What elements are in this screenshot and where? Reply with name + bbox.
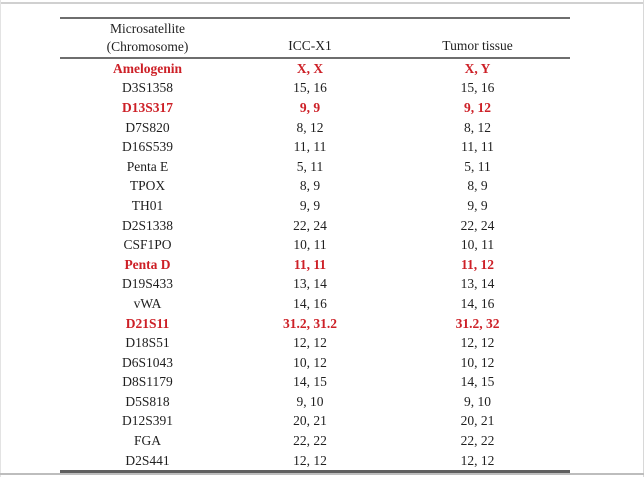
table-row: Penta D 11, 11 11, 12 bbox=[60, 255, 570, 275]
table-row: D3S1358 15, 16 15, 16 bbox=[60, 79, 570, 99]
frame-left-border bbox=[0, 0, 1, 477]
table-row: D5S818 9, 10 9, 10 bbox=[60, 392, 570, 412]
table-row: D18S51 12, 12 12, 12 bbox=[60, 333, 570, 353]
cell-tumor-tissue: 10, 11 bbox=[460, 237, 495, 253]
cell-marker: D2S441 bbox=[125, 452, 170, 468]
cell-tumor-tissue: 5, 11 bbox=[464, 158, 491, 174]
str-profile-table: Microsatellite (Chromosome) ICC-X1 Tumor… bbox=[60, 17, 570, 474]
cell-icc-x1: 14, 16 bbox=[293, 295, 327, 311]
cell-icc-x1: 9, 9 bbox=[299, 197, 321, 213]
cell-marker: Penta E bbox=[126, 158, 169, 174]
cell-marker: D3S1358 bbox=[121, 80, 173, 96]
cell-tumor-tissue: 12, 12 bbox=[460, 335, 495, 351]
cell-tumor-tissue: 8, 9 bbox=[467, 178, 488, 194]
cell-icc-x1: 22, 24 bbox=[293, 217, 327, 233]
cell-marker: FGA bbox=[133, 433, 161, 449]
cell-marker: Amelogenin bbox=[113, 60, 182, 76]
cell-tumor-tissue: 11, 11 bbox=[461, 139, 494, 155]
cell-icc-x1: 8, 9 bbox=[299, 178, 321, 194]
cell-icc-x1: 14, 15 bbox=[293, 374, 327, 390]
cell-tumor-tissue: 10, 12 bbox=[460, 354, 495, 370]
cell-marker: D8S1179 bbox=[122, 374, 173, 390]
cell-marker: D21S11 bbox=[125, 315, 170, 331]
cell-marker: D2S1338 bbox=[121, 217, 173, 233]
table-row: D19S433 13, 14 13, 14 bbox=[60, 275, 570, 295]
cell-tumor-tissue: 22, 22 bbox=[460, 433, 495, 449]
table-row: vWA 14, 16 14, 16 bbox=[60, 294, 570, 314]
table-row: D7S820 8, 12 8, 12 bbox=[60, 118, 570, 138]
table-row: D2S441 12, 12 12, 12 bbox=[60, 451, 570, 471]
cell-icc-x1: X, X bbox=[296, 60, 324, 76]
table-row: CSF1PO 10, 11 10, 11 bbox=[60, 235, 570, 255]
cell-tumor-tissue: 12, 12 bbox=[460, 452, 495, 468]
cell-marker: D6S1043 bbox=[121, 354, 173, 370]
cell-icc-x1: 9, 10 bbox=[296, 393, 324, 409]
cell-tumor-tissue: 8, 12 bbox=[464, 119, 491, 135]
cell-icc-x1: 11, 11 bbox=[293, 139, 327, 155]
cell-icc-x1: 13, 14 bbox=[293, 276, 327, 292]
cell-icc-x1: 20, 21 bbox=[293, 413, 327, 429]
cell-icc-x1: 11, 11 bbox=[293, 256, 327, 272]
cell-icc-x1: 22, 22 bbox=[293, 433, 327, 449]
cell-tumor-tissue: 20, 21 bbox=[460, 413, 495, 429]
table-row: TPOX 8, 9 8, 9 bbox=[60, 177, 570, 197]
cell-marker: D7S820 bbox=[125, 119, 170, 135]
cell-tumor-tissue: X, Y bbox=[464, 60, 491, 76]
table-row: D2S1338 22, 24 22, 24 bbox=[60, 216, 570, 236]
cell-icc-x1: 15, 16 bbox=[293, 80, 327, 96]
table-row: Penta E 5, 11 5, 11 bbox=[60, 157, 570, 177]
cell-tumor-tissue: 13, 14 bbox=[460, 276, 495, 292]
cell-marker: D16S539 bbox=[121, 139, 173, 155]
table-header-row: Microsatellite (Chromosome) ICC-X1 Tumor… bbox=[60, 19, 570, 59]
cell-icc-x1: 8, 12 bbox=[296, 119, 324, 135]
cell-marker: D13S317 bbox=[121, 99, 173, 115]
cell-marker: D5S818 bbox=[125, 393, 170, 409]
table-row: TH01 9, 9 9, 9 bbox=[60, 196, 570, 216]
frame-bottom-border bbox=[0, 473, 644, 475]
cell-tumor-tissue: 14, 16 bbox=[460, 295, 495, 311]
cell-marker: CSF1PO bbox=[123, 237, 172, 253]
table-row: Amelogenin X, X X, Y bbox=[60, 59, 570, 79]
table-row: D8S1179 14, 15 14, 15 bbox=[60, 373, 570, 393]
cell-marker: vWA bbox=[133, 295, 162, 311]
table-row: D6S1043 10, 12 10, 12 bbox=[60, 353, 570, 373]
table-row: FGA 22, 22 22, 22 bbox=[60, 431, 570, 451]
cell-tumor-tissue: 14, 15 bbox=[460, 374, 495, 390]
cell-tumor-tissue: 22, 24 bbox=[460, 217, 495, 233]
cell-tumor-tissue: 15, 16 bbox=[460, 80, 495, 96]
cell-tumor-tissue: 9, 9 bbox=[467, 197, 488, 213]
cell-icc-x1: 12, 12 bbox=[293, 452, 327, 468]
header-icc-x1-column: ICC-X1 bbox=[288, 38, 332, 53]
cell-marker: TPOX bbox=[129, 178, 166, 194]
cell-tumor-tissue: 9, 12 bbox=[464, 99, 491, 115]
cell-tumor-tissue: 31.2, 32 bbox=[455, 315, 500, 331]
header-marker-line1: Microsatellite bbox=[110, 21, 185, 36]
cell-tumor-tissue: 9, 10 bbox=[464, 393, 491, 409]
cell-marker: Penta D bbox=[124, 256, 171, 272]
cell-tumor-tissue: 11, 12 bbox=[460, 256, 494, 272]
table-row: D21S11 31.2, 31.2 31.2, 32 bbox=[60, 314, 570, 334]
cell-icc-x1: 5, 11 bbox=[296, 158, 324, 174]
cell-marker: D12S391 bbox=[121, 413, 173, 429]
cell-icc-x1: 10, 11 bbox=[293, 237, 327, 253]
header-tumor-tissue-column: Tumor tissue bbox=[442, 38, 513, 53]
str-table-body: Amelogenin X, X X, Y D3S1358 15, 16 15, 16 D13… bbox=[60, 59, 570, 474]
cell-icc-x1: 10, 12 bbox=[293, 354, 327, 370]
cell-icc-x1: 31.2, 31.2 bbox=[283, 315, 337, 331]
cell-marker: D18S51 bbox=[125, 335, 170, 351]
cell-marker: D19S433 bbox=[121, 276, 173, 292]
cell-icc-x1: 9, 9 bbox=[299, 99, 321, 115]
header-marker-column: Microsatellite (Chromosome) bbox=[60, 20, 235, 57]
table-row: D13S317 9, 9 9, 12 bbox=[60, 98, 570, 118]
cell-icc-x1: 12, 12 bbox=[293, 335, 327, 351]
header-marker-line2: (Chromosome) bbox=[106, 39, 189, 54]
table-row: D16S539 11, 11 11, 11 bbox=[60, 137, 570, 157]
cell-marker: TH01 bbox=[131, 197, 164, 213]
frame-top-border bbox=[0, 2, 644, 4]
table-row: D12S391 20, 21 20, 21 bbox=[60, 412, 570, 432]
